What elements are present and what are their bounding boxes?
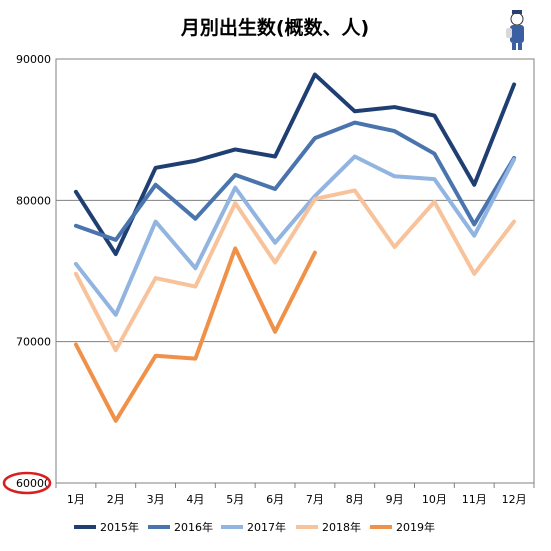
legend-label: 2016年: [174, 520, 213, 534]
y-tick-label: 60000: [16, 477, 51, 490]
x-tick-label: 2月: [107, 493, 125, 506]
x-tick-label: 4月: [186, 493, 204, 506]
mascot-logo: [506, 10, 524, 50]
series-line-2015年: [73, 72, 517, 257]
y-tick-label: 80000: [16, 194, 51, 207]
legend-label: 2015年: [100, 520, 139, 534]
x-tick-label: 10月: [422, 493, 447, 506]
x-tick-label: 11月: [462, 493, 487, 506]
x-tick-label: 1月: [67, 493, 85, 506]
plot-area: [55, 58, 535, 484]
x-tick-label: 3月: [147, 493, 165, 506]
series-line-2017年: [73, 154, 517, 317]
series-line-2018年: [73, 188, 517, 353]
legend: 2015年 2016年 2017年 2018年 2019年: [74, 520, 435, 534]
y-tick-label: 90000: [16, 53, 51, 66]
chart-title: 月別出生数(概数、人): [180, 16, 369, 39]
series-line-2019年: [73, 246, 317, 423]
legend-label: 2019年: [396, 520, 435, 534]
series-lines: [73, 72, 517, 423]
x-tick-label: 5月: [226, 493, 244, 506]
grid: [55, 58, 535, 484]
legend-label: 2017年: [247, 520, 286, 534]
y-axis: 90000 80000 70000 60000: [2, 53, 52, 495]
x-tick-label: 9月: [386, 493, 404, 506]
x-tick-label: 6月: [266, 493, 284, 506]
x-axis: 1月 2月 3月 4月 5月 6月 7月 8月 9月 10月 11月 12月: [55, 483, 535, 506]
x-tick-label: 12月: [502, 493, 527, 506]
y-tick-label: 70000: [16, 336, 51, 349]
series-line-2016年: [73, 120, 517, 242]
x-tick-label: 8月: [346, 493, 364, 506]
legend-label: 2018年: [322, 520, 361, 534]
highlight-circle: [2, 471, 52, 495]
x-tick-label: 7月: [306, 493, 324, 506]
